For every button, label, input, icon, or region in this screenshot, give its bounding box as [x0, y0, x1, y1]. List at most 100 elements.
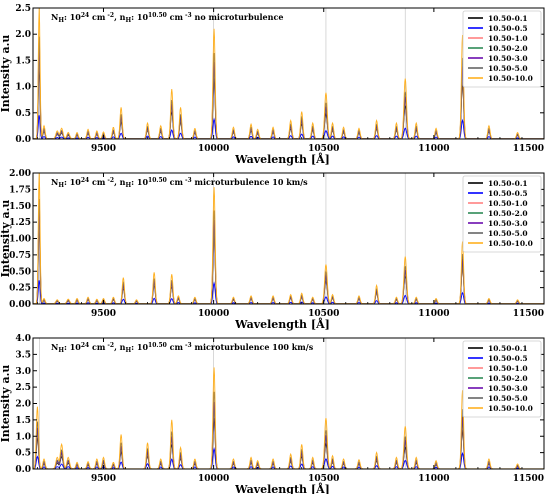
annotation-part: 10.50	[148, 177, 167, 184]
annotation-part: -3	[183, 12, 192, 19]
legend: 10.50-0.110.50-0.510.50-1.010.50-2.010.5…	[462, 340, 542, 418]
legend-entry: 10.50-0.1	[488, 179, 528, 188]
annotation-part: , n	[114, 342, 126, 352]
annotation-part: N	[51, 12, 58, 22]
annotation-part: , n	[114, 12, 126, 22]
x-tick-label: 11500	[513, 144, 544, 154]
panel-microturbulence-10: 9500 10000 10500 11000 11500 0.00 0.25 0.50 0.75…	[0, 169, 545, 331]
y-tick-label: 0.5	[15, 449, 31, 459]
x-axis-label: Wavelength [Å]	[234, 152, 330, 166]
x-axis-label: Wavelength [Å]	[234, 482, 330, 494]
x-tick-label: 11000	[418, 144, 449, 154]
legend-entry: 10.50-3.0	[488, 54, 528, 63]
annotation-part: -2	[105, 177, 114, 184]
y-tick-label: 1.5	[15, 56, 31, 66]
annotation-part: : 10	[64, 342, 81, 352]
annotation-part: cm	[167, 12, 184, 22]
annotation-part: H	[126, 17, 132, 24]
x-axis-label: Wavelength [Å]	[234, 317, 330, 331]
annotation-part: 24	[81, 177, 89, 184]
y-tick-label: 0.00	[9, 300, 31, 310]
legend-entry: 10.50-5.0	[488, 64, 528, 73]
annotation-part: cm	[89, 342, 106, 352]
legend-entry: 10.50-5.0	[488, 229, 528, 238]
legend-entry: 10.50-3.0	[488, 384, 528, 393]
series-line-10.50-1.0	[33, 409, 544, 469]
x-tick-label: 10500	[308, 474, 339, 484]
y-axis-label: Intensity a.u	[0, 200, 12, 278]
panel-annotation: NH: 1024 cm -2, nH: 1010.50 cm -3 microt…	[51, 342, 314, 354]
x-tick-label: 10000	[198, 474, 229, 484]
y-tick-label: 0.0	[15, 135, 31, 145]
legend-entry: 10.50-3.0	[488, 219, 528, 228]
y-tick-label: 2.5	[15, 4, 31, 14]
y-axis-label: Intensity a.u	[0, 35, 12, 113]
annotation-part: 10.50	[148, 342, 167, 349]
y-tick-label: 0.5	[15, 109, 31, 119]
y-tick-label: 2.0	[15, 30, 31, 40]
legend: 10.50-0.110.50-0.510.50-1.010.50-2.010.5…	[462, 10, 542, 88]
annotation-part: cm	[89, 177, 106, 187]
annotation-part: no microturbulence	[192, 12, 284, 22]
y-tick-label: 2.5	[15, 383, 31, 393]
panel-annotation: NH: 1024 cm -2, nH: 1010.50 cm -3 microt…	[51, 177, 308, 189]
annotation-part: cm	[167, 177, 184, 187]
annotation-part: microturbulence 10 km/s	[192, 177, 308, 187]
panel-annotation: NH: 1024 cm -2, nH: 1010.50 cm -3 no mic…	[51, 12, 283, 24]
x-tick-label: 10000	[198, 144, 229, 154]
x-tick-label: 11500	[513, 474, 544, 484]
annotation-part: , n	[114, 177, 126, 187]
y-tick-label: 0.50	[9, 267, 31, 277]
x-tick-label: 10500	[308, 309, 339, 319]
legend-entry: 10.50-10.0	[488, 74, 533, 83]
series-line-10.50-0.1	[33, 418, 544, 469]
annotation-part: : 10	[64, 177, 81, 187]
x-tick-label: 9500	[91, 144, 116, 154]
y-tick-label: 0.25	[9, 284, 31, 294]
legend-entry: 10.50-0.5	[488, 189, 528, 198]
legend-entry: 10.50-0.5	[488, 354, 528, 363]
legend-entry: 10.50-2.0	[488, 209, 528, 218]
y-tick-label: 1.5	[15, 416, 31, 426]
annotation-part: N	[51, 177, 58, 187]
annotation-part: 24	[81, 12, 89, 19]
annotation-part: : 10	[131, 342, 148, 352]
annotation-part: cm	[167, 342, 184, 352]
legend-entry: 10.50-0.5	[488, 24, 528, 33]
legend-entry: 10.50-10.0	[488, 239, 533, 248]
annotation-part: 10.50	[148, 12, 167, 19]
x-tick-label: 10500	[308, 144, 339, 154]
legend-entry: 10.50-1.0	[488, 199, 528, 208]
legend-entry: 10.50-2.0	[488, 374, 528, 383]
legend-entry: 10.50-5.0	[488, 394, 528, 403]
y-tick-label: 0.75	[9, 251, 31, 261]
x-tick-label: 10000	[198, 309, 229, 319]
annotation-part: cm	[89, 12, 106, 22]
annotation-part: N	[51, 342, 58, 352]
panel-microturbulence-100: 9500 10000 10500 11000 11500 0.0 0.5 1.0 1.5 2.0 2…	[0, 334, 545, 494]
x-tick-label: 9500	[91, 309, 116, 319]
y-tick-label: 2.0	[15, 400, 31, 410]
annotation-part: H	[58, 182, 64, 189]
y-tick-label: 1.50	[9, 202, 31, 212]
annotation-part: : 10	[64, 12, 81, 22]
annotation-part: -2	[105, 342, 114, 349]
y-tick-label: 1.75	[9, 185, 31, 195]
y-axis-label: Intensity a.u	[0, 365, 12, 443]
x-tick-label: 11000	[418, 309, 449, 319]
x-tick-label: 11500	[513, 309, 544, 319]
annotation-part: microturbulence 100 km/s	[192, 342, 314, 352]
legend-entry: 10.50-2.0	[488, 44, 528, 53]
annotation-part: -3	[183, 342, 192, 349]
annotation-part: H	[58, 17, 64, 24]
annotation-part: : 10	[131, 12, 148, 22]
annotation-part: : 10	[131, 177, 148, 187]
series-line-10.50-10.0	[33, 8, 544, 139]
y-tick-label: 3.5	[15, 350, 31, 360]
annotation-part: -2	[105, 12, 114, 19]
annotation-part: H	[126, 182, 132, 189]
annotation-part: H	[58, 347, 64, 354]
legend-entry: 10.50-10.0	[488, 404, 533, 413]
y-tick-label: 1.0	[15, 432, 31, 442]
